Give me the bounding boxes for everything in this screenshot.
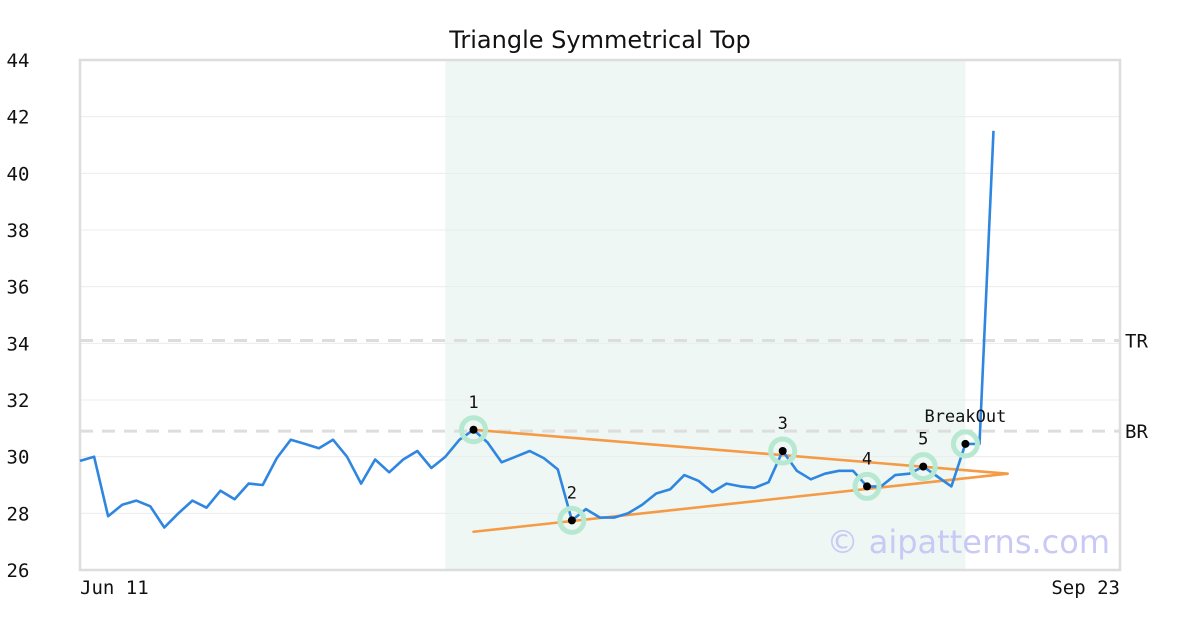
- point-halo-4: [852, 471, 882, 501]
- point-marker-5: [919, 462, 928, 471]
- point-label-3: 3: [778, 414, 788, 434]
- point-label-5: 5: [918, 430, 928, 450]
- point-label-breakout: BreakOut: [924, 407, 1006, 427]
- level-label-tr: TR: [1125, 331, 1148, 353]
- y-tick-label: 44: [7, 50, 30, 72]
- point-marker-1: [469, 425, 478, 434]
- point-label-4: 4: [862, 449, 872, 469]
- point-label-2: 2: [567, 483, 577, 503]
- point-marker-breakout: [961, 439, 970, 448]
- point-marker-4: [863, 482, 872, 491]
- point-label-1: 1: [468, 393, 478, 413]
- chart-title: Triangle Symmetrical Top: [448, 26, 751, 54]
- point-halo-5: [908, 452, 938, 482]
- pattern-zone-layer: [445, 60, 966, 570]
- point-marker-2: [567, 516, 576, 525]
- gridlines: [80, 116, 1120, 514]
- price-series: [79, 130, 995, 529]
- y-tick-label: 32: [7, 390, 30, 412]
- y-tick-label: 38: [7, 220, 30, 242]
- pattern-points: 1 2 3 4 5 BreakOut: [459, 393, 1006, 535]
- upper-trendline: [472, 428, 1009, 475]
- pattern-zone: [445, 60, 966, 570]
- point-halo-1: [459, 415, 489, 445]
- y-tick-label: 34: [7, 333, 30, 355]
- watermark: © aipatterns.com: [827, 523, 1110, 561]
- point-halo-2: [557, 505, 587, 535]
- level-label-br: BR: [1125, 421, 1148, 443]
- x-tick-label: Sep 23: [1051, 577, 1120, 599]
- y-tick-label: 28: [7, 503, 30, 525]
- y-tick-label: 36: [7, 277, 30, 299]
- level-lines: TR BR: [80, 331, 1148, 443]
- x-tick-label: Jun 11: [80, 577, 149, 599]
- point-marker-3: [778, 447, 787, 455]
- y-axis-ticks: 26 28 30 32 34 36 38 40 42 44: [7, 50, 30, 582]
- y-tick-label: 42: [7, 107, 30, 129]
- plot-frame: [78, 58, 1122, 572]
- x-axis-ticks: Jun 11 Sep 23: [80, 577, 1120, 599]
- y-tick-label: 26: [7, 560, 30, 582]
- point-halo-breakout: [950, 429, 980, 459]
- point-halo-3: [768, 436, 798, 466]
- y-tick-label: 30: [7, 447, 30, 469]
- y-tick-label: 40: [7, 163, 30, 185]
- price-line: [79, 130, 995, 529]
